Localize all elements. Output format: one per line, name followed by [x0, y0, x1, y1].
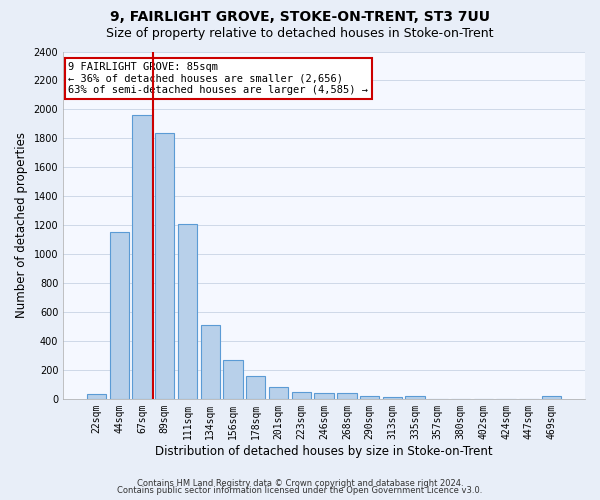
- Bar: [383, 396, 402, 399]
- Bar: [110, 232, 129, 399]
- Text: 9 FAIRLIGHT GROVE: 85sqm
← 36% of detached houses are smaller (2,656)
63% of sem: 9 FAIRLIGHT GROVE: 85sqm ← 36% of detach…: [68, 62, 368, 95]
- Bar: [314, 393, 334, 399]
- Bar: [200, 325, 220, 399]
- Bar: [406, 396, 425, 399]
- Bar: [292, 392, 311, 399]
- Text: Size of property relative to detached houses in Stoke-on-Trent: Size of property relative to detached ho…: [106, 28, 494, 40]
- Bar: [360, 396, 379, 399]
- Bar: [337, 393, 356, 399]
- Y-axis label: Number of detached properties: Number of detached properties: [15, 132, 28, 318]
- Bar: [246, 376, 265, 399]
- X-axis label: Distribution of detached houses by size in Stoke-on-Trent: Distribution of detached houses by size …: [155, 444, 493, 458]
- Text: Contains HM Land Registry data © Crown copyright and database right 2024.: Contains HM Land Registry data © Crown c…: [137, 478, 463, 488]
- Bar: [542, 396, 561, 399]
- Bar: [133, 115, 152, 399]
- Bar: [223, 360, 243, 399]
- Bar: [155, 132, 175, 399]
- Text: Contains public sector information licensed under the Open Government Licence v3: Contains public sector information licen…: [118, 486, 482, 495]
- Text: 9, FAIRLIGHT GROVE, STOKE-ON-TRENT, ST3 7UU: 9, FAIRLIGHT GROVE, STOKE-ON-TRENT, ST3 …: [110, 10, 490, 24]
- Bar: [87, 394, 106, 399]
- Bar: [178, 224, 197, 399]
- Bar: [269, 388, 288, 399]
